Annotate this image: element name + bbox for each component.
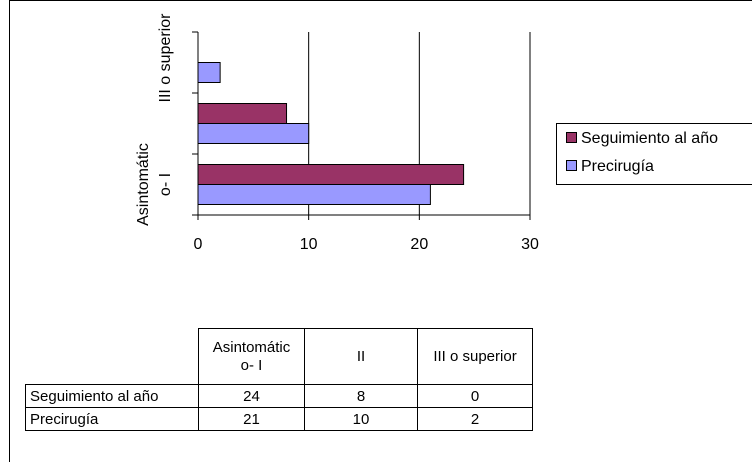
legend-item-seguimiento: Seguimiento al año xyxy=(566,130,718,148)
table-header-row: Asintomátic o- I II III o superior xyxy=(26,328,533,385)
bar-seguimiento xyxy=(197,164,465,185)
table-cell: 8 xyxy=(304,384,418,408)
y-category-label: III o superior xyxy=(157,13,174,103)
y-category-label: o- I xyxy=(157,173,174,196)
table-cell: 0 xyxy=(417,384,533,408)
x-tick-label: 20 xyxy=(410,236,428,253)
x-tick-label: 30 xyxy=(521,236,539,253)
table-row: Seguimiento al año 24 8 0 xyxy=(25,384,533,408)
legend-swatch-precirugia xyxy=(566,160,577,172)
axes: 0 10 20 30 Asintomátic o- I III o superior xyxy=(135,13,539,253)
table-row-label: Seguimiento al año xyxy=(25,384,199,408)
table-corner xyxy=(26,329,199,385)
table-header-cell: II xyxy=(304,328,418,385)
y-category-label: Asintomátic xyxy=(135,143,152,226)
table-row: Precirugía 21 10 2 xyxy=(25,407,533,431)
bar-precirugia xyxy=(197,123,310,144)
bar-precirugia xyxy=(197,62,221,83)
table-row-label: Precirugía xyxy=(25,407,199,431)
legend-swatch-seguimiento xyxy=(566,132,577,144)
legend-item-precirugia: Precirugía xyxy=(566,158,654,176)
table-cell: 2 xyxy=(417,407,533,431)
bar-precirugia xyxy=(197,184,431,205)
data-table: Asintomátic o- I II III o superior Segui… xyxy=(25,328,533,431)
table-cell: 10 xyxy=(304,407,418,431)
table-cell: 24 xyxy=(198,384,305,408)
table-header-cell: III o superior xyxy=(417,328,533,385)
x-tick-label: 10 xyxy=(300,236,318,253)
chart-frame xyxy=(9,0,752,462)
bars xyxy=(197,62,465,205)
legend-label-precirugia: Precirugía xyxy=(581,158,654,175)
bar-seguimiento xyxy=(197,103,288,124)
table-header-cell: Asintomátic o- I xyxy=(198,328,305,385)
table-cell: 21 xyxy=(198,407,305,431)
legend-label-seguimiento: Seguimiento al año xyxy=(581,130,718,147)
x-tick-label: 0 xyxy=(194,236,203,253)
legend: Seguimiento al año Precirugía xyxy=(556,123,752,185)
